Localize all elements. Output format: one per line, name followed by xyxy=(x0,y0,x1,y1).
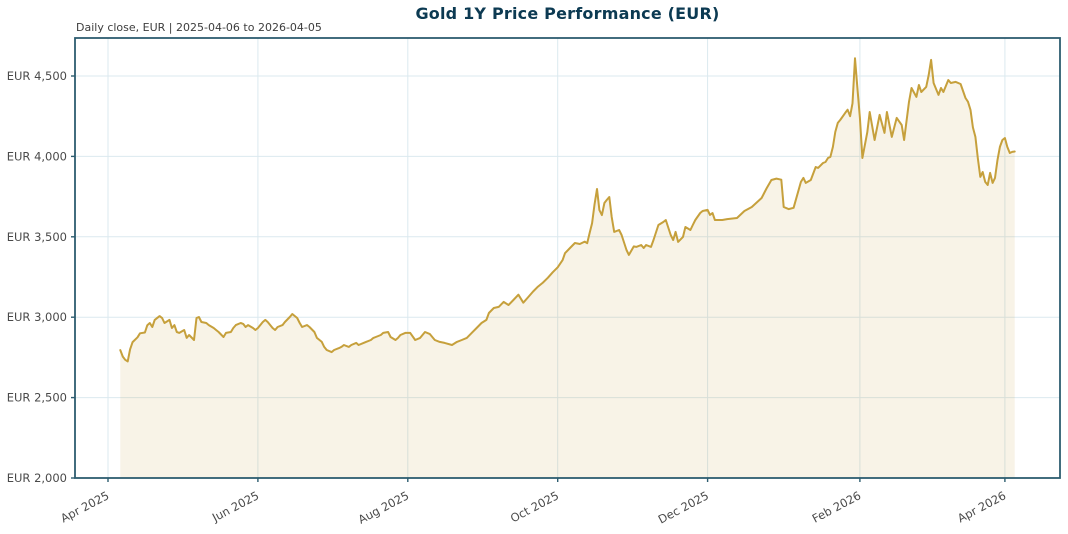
chart-title: Gold 1Y Price Performance (EUR) xyxy=(415,4,720,23)
svg-text:Aug 2025: Aug 2025 xyxy=(356,488,411,526)
svg-text:EUR 4,000: EUR 4,000 xyxy=(7,149,67,163)
svg-text:EUR 3,500: EUR 3,500 xyxy=(7,230,67,244)
svg-text:EUR 2,500: EUR 2,500 xyxy=(7,391,67,405)
svg-text:Dec 2025: Dec 2025 xyxy=(656,488,711,526)
svg-text:EUR 2,000: EUR 2,000 xyxy=(7,471,67,485)
plot-border xyxy=(74,37,1061,479)
tick-marks xyxy=(71,75,1006,482)
price-area xyxy=(120,58,1015,479)
svg-text:Apr 2026: Apr 2026 xyxy=(955,488,1008,525)
x-axis-labels: Apr 2025 Jun 2025 Aug 2025 Oct 2025 Dec 2025… xyxy=(58,488,1008,526)
svg-text:Oct 2025: Oct 2025 xyxy=(508,488,561,525)
svg-text:Apr 2025: Apr 2025 xyxy=(58,488,111,525)
price-line xyxy=(119,57,1016,363)
svg-text:Feb 2026: Feb 2026 xyxy=(810,488,864,525)
svg-text:EUR 3,000: EUR 3,000 xyxy=(7,310,67,324)
svg-text:Jun 2025: Jun 2025 xyxy=(209,488,261,525)
chart-subtitle: Daily close, EUR | 2025-04-06 to 2026-04… xyxy=(76,21,322,34)
svg-text:EUR 4,500: EUR 4,500 xyxy=(7,69,67,83)
y-axis-labels: EUR 2,000 EUR 2,500 EUR 3,000 EUR 3,500 EUR … xyxy=(7,69,67,485)
